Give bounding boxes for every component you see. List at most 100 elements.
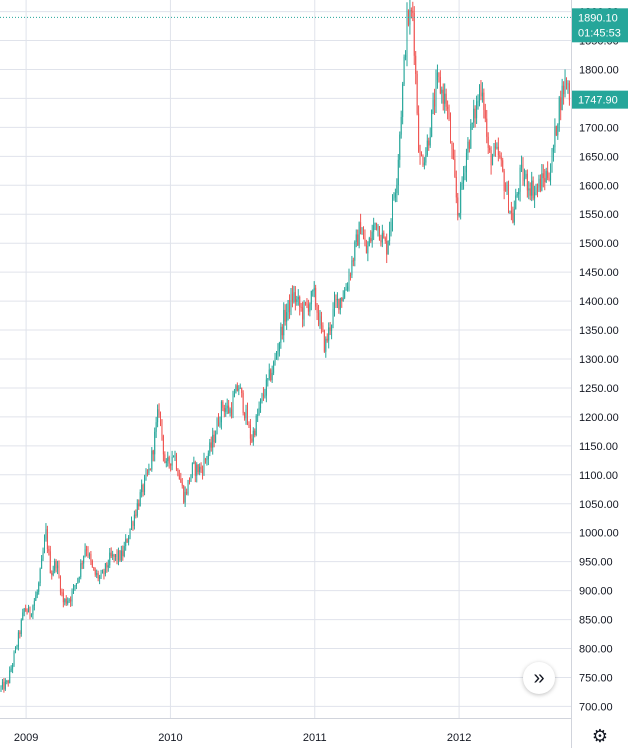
y-tick-label: 1600.00 [579, 180, 619, 192]
candle-body [280, 326, 282, 343]
candle-body [429, 136, 431, 146]
y-tick-label: 1700.00 [579, 122, 619, 134]
candle-body [131, 522, 132, 529]
candle-body [4, 681, 6, 690]
candle-body [162, 435, 164, 455]
candle-body [518, 191, 520, 195]
candle-body [239, 387, 241, 389]
candle-body [260, 399, 262, 408]
candle-body [113, 554, 115, 557]
candle-body [167, 457, 169, 462]
x-tick-label: 2011 [303, 732, 327, 744]
candle-body [331, 324, 333, 331]
candle-body [521, 164, 523, 168]
candle-body [461, 183, 463, 185]
candle-body [423, 162, 425, 166]
x-tick-label: 2012 [447, 732, 471, 744]
candle-body [175, 454, 177, 470]
candle-body [145, 472, 147, 478]
candle-body [23, 608, 25, 613]
candle-body [228, 405, 230, 414]
candle-body [483, 92, 485, 110]
candle-body [67, 601, 69, 604]
candle-body [219, 422, 221, 426]
candle-body [233, 393, 235, 398]
candle-body [464, 172, 466, 174]
candle-body [170, 463, 172, 466]
candle-body [38, 583, 40, 592]
candle-body [477, 101, 479, 103]
candle-body [302, 307, 304, 320]
candle-body [274, 357, 276, 363]
candle-body [503, 171, 505, 191]
candle-body [492, 156, 494, 166]
candle-body [294, 292, 296, 303]
y-tick-label: 850.00 [579, 615, 613, 627]
candle-body [32, 605, 34, 615]
candle-body [7, 680, 9, 683]
candle-body [216, 419, 218, 434]
candle-body [434, 99, 436, 107]
y-tick-label: 1150.00 [579, 441, 618, 453]
candle-body [377, 226, 379, 230]
candle-body [189, 480, 190, 482]
candle-body [386, 241, 388, 255]
candle-body [15, 646, 16, 653]
candle-body [487, 136, 489, 148]
candle-body [557, 124, 559, 136]
candle-body [392, 198, 393, 223]
candle-body [457, 197, 459, 216]
candle-body [183, 485, 185, 503]
candle-body [347, 286, 349, 290]
double-chevron-right-icon: » [533, 667, 545, 689]
candle-body [154, 431, 156, 455]
candle-body [474, 108, 476, 119]
y-tick-label: 1250.00 [579, 383, 619, 395]
candle-body [12, 664, 14, 669]
candle-body [132, 522, 134, 526]
candle-body [45, 529, 47, 539]
candle-body [28, 607, 30, 613]
candle-body [328, 327, 330, 341]
candle-body [300, 306, 302, 308]
chart-settings-button[interactable]: ⚙ [590, 726, 610, 746]
candle-body [268, 369, 270, 379]
candle-body [500, 156, 502, 161]
candle-body [54, 561, 56, 571]
candle-body [80, 563, 82, 578]
candle-body [502, 160, 504, 172]
candle-body [561, 85, 563, 111]
candle-body [186, 491, 188, 494]
candle-body [499, 155, 501, 157]
candle-body [10, 668, 12, 671]
candle-body [277, 350, 279, 355]
candle-body [555, 126, 557, 136]
candle-body [390, 222, 392, 231]
candle-body [422, 156, 424, 166]
candle-body [106, 563, 108, 568]
candle-body [334, 299, 335, 310]
candle-body [223, 407, 225, 412]
candle-body [119, 550, 121, 561]
y-tick-label: 800.00 [579, 644, 613, 656]
scroll-to-realtime-button[interactable]: » [523, 662, 555, 694]
candle-body [94, 570, 96, 575]
candle-body [91, 560, 93, 568]
candle-body [393, 197, 395, 199]
candle-body [242, 392, 244, 413]
candle-body [249, 424, 251, 439]
candle-body [244, 412, 246, 419]
candle-body [48, 548, 50, 552]
candle-body [161, 419, 163, 436]
candle-body [33, 600, 35, 606]
candle-body [190, 474, 192, 482]
candle-body [129, 528, 131, 538]
candle-body [548, 177, 550, 181]
candle-body [270, 369, 272, 381]
candle-body [399, 134, 401, 160]
candle-body [374, 222, 376, 225]
candle-body [400, 116, 402, 135]
candle-body [199, 466, 201, 473]
